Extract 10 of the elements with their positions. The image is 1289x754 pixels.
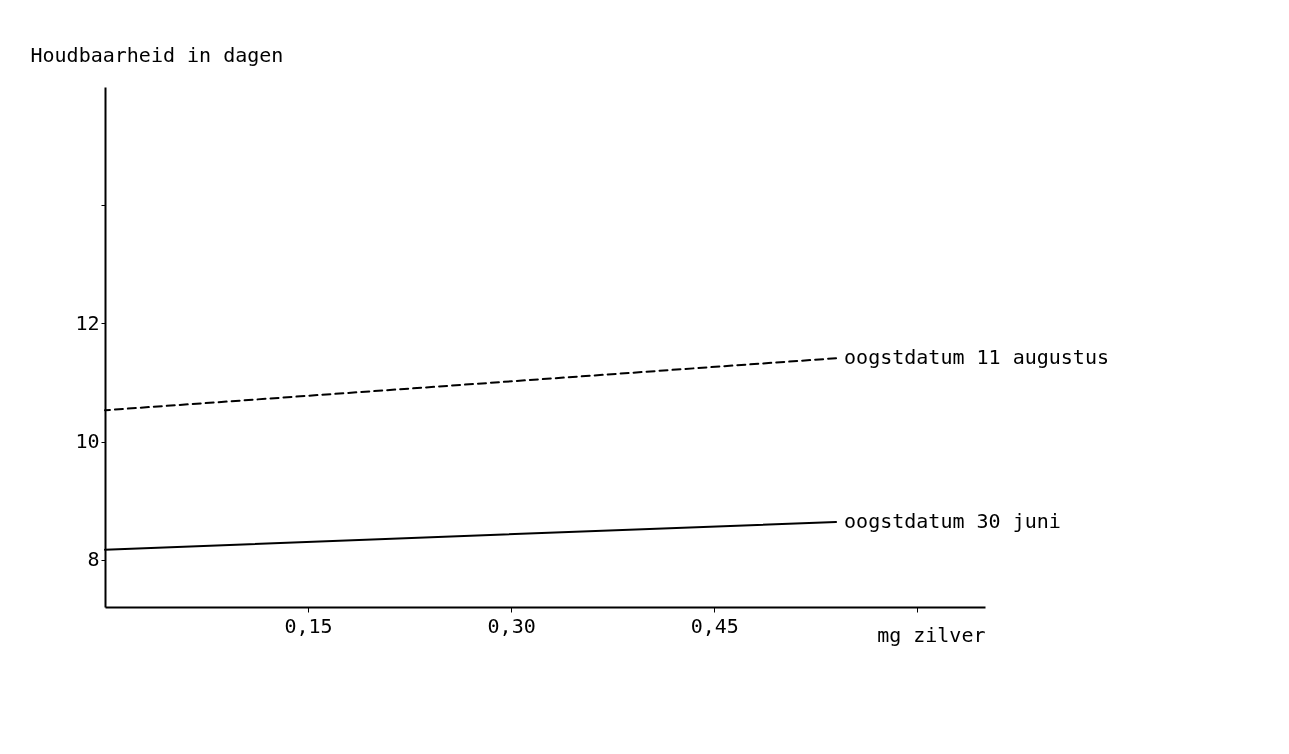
x-tick-label: 0,45 <box>690 613 739 638</box>
x-axis-title: mg zilver <box>877 622 986 647</box>
y-tick-label: 12 <box>75 310 100 335</box>
x-tick-label: 0,30 <box>487 613 536 638</box>
x-tick-label: 0,15 <box>284 613 333 638</box>
series-label: oogstdatum 11 augustus <box>844 345 1109 370</box>
y-axis-title: Houdbaarheid in dagen <box>30 42 284 67</box>
series-label: oogstdatum 30 juni <box>844 508 1061 533</box>
y-tick-label: 10 <box>75 429 100 454</box>
y-tick-label: 8 <box>87 547 100 572</box>
